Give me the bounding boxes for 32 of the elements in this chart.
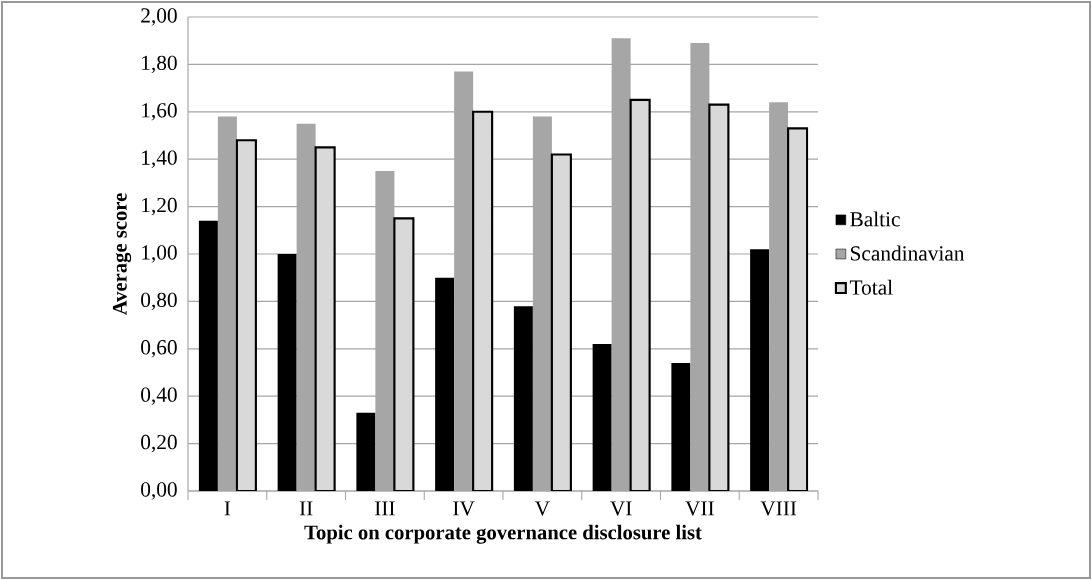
x-tick-label: VIII <box>760 501 797 516</box>
y-tick-label: 1,20 <box>142 197 177 216</box>
x-tick-label: VI <box>610 501 632 516</box>
y-tick-label: 0,80 <box>141 292 177 311</box>
y-tick-label: 0,20 <box>141 434 177 453</box>
x-tick-label: III <box>375 501 395 516</box>
bar <box>513 306 533 491</box>
y-tick-label: 1,40 <box>142 150 177 168</box>
legend-label: Baltic <box>850 211 900 227</box>
bar <box>277 253 297 491</box>
y-tick-label: 2,00 <box>141 8 177 26</box>
y-tick-label: 0,60 <box>141 340 177 358</box>
y-tick-label: 0,00 <box>141 482 177 500</box>
x-axis-title: Topic on corporate governance disclosure list <box>304 524 702 544</box>
y-axis-title: Average score <box>112 193 132 316</box>
y-tick-label: 0,40 <box>141 387 177 405</box>
bar <box>671 363 691 491</box>
bar <box>435 277 455 491</box>
y-tick-label: 1,80 <box>142 55 177 74</box>
x-tick-label: II <box>299 501 313 516</box>
y-tick-label: 1,60 <box>142 103 177 121</box>
y-tick-label: 1,00 <box>142 245 177 263</box>
legend-label: Total <box>849 279 893 295</box>
x-tick-label: V <box>534 501 550 516</box>
x-tick-label: VII <box>685 501 714 516</box>
bar <box>356 412 376 491</box>
x-tick-label: IV <box>453 501 475 516</box>
x-tick-label: I <box>224 501 231 516</box>
bar <box>592 344 612 491</box>
bar <box>750 249 770 491</box>
legend-label: Scandinavian <box>850 245 965 261</box>
bar <box>198 220 218 491</box>
